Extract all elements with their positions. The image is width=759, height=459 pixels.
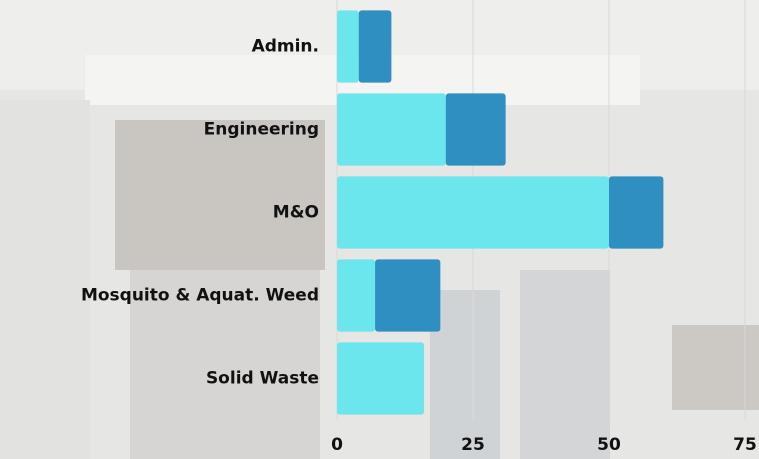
bar-segment xyxy=(358,10,392,83)
y-tick-label: Engineering xyxy=(204,120,319,140)
bar-segment xyxy=(337,259,376,332)
bar-segment xyxy=(337,176,609,249)
bar-segment xyxy=(337,342,425,415)
bar-segment xyxy=(337,93,446,166)
bar-segment xyxy=(609,176,664,249)
x-tick-label: 50 xyxy=(597,435,621,455)
x-tick-label: 0 xyxy=(331,435,343,455)
x-tick-label: 25 xyxy=(461,435,485,455)
y-tick-label: Admin. xyxy=(252,37,319,57)
bar-segment xyxy=(445,93,506,166)
bar-segment xyxy=(375,259,441,332)
y-tick-label: M&O xyxy=(273,203,319,223)
y-tick-label: Solid Waste xyxy=(206,369,319,389)
bar-segment xyxy=(337,10,359,83)
y-tick-label: Mosquito & Aquat. Weed xyxy=(81,286,319,306)
x-tick-label: 75 xyxy=(733,435,757,455)
